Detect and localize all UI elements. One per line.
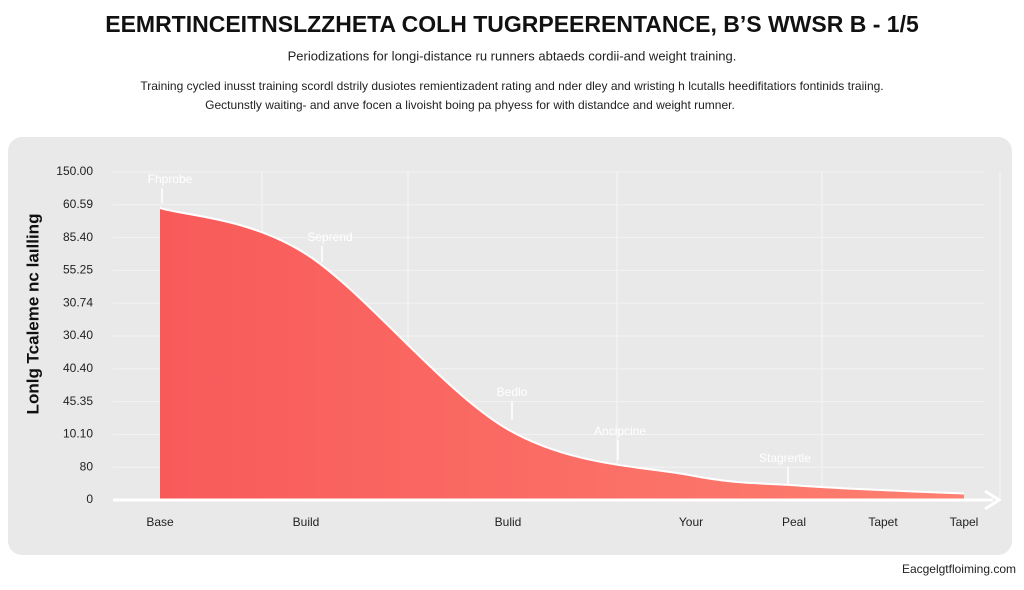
line xyxy=(159,207,965,495)
y-tick-label: 60.59 xyxy=(63,197,93,211)
x-tick-label: Peal xyxy=(782,515,806,529)
subtitle: Periodizations for longi-distance ru run… xyxy=(288,48,737,63)
y-tick-label: 80 xyxy=(80,459,94,473)
y-tick-label: 150.00 xyxy=(56,164,93,178)
y-tick-label: 30.74 xyxy=(63,295,93,309)
annotation: Seprend xyxy=(307,230,352,244)
x-tick-label: Bulid xyxy=(495,515,522,529)
x-tick-label: Tapet xyxy=(868,515,898,529)
x-tick-label: Tapel xyxy=(950,515,979,529)
annotation: Fhprobe xyxy=(148,172,193,186)
y-tick-label: 10.10 xyxy=(63,427,93,441)
y-tick-label: 45.35 xyxy=(63,394,93,408)
y-tick-label: 55.25 xyxy=(63,263,93,277)
y-axis-label: Lonlg Tcaleme nc laılling xyxy=(23,214,42,415)
y-tick-label: 85.40 xyxy=(63,230,93,244)
y-tick-label: 30.40 xyxy=(63,328,93,342)
description: Training cycled inusst training scordl d… xyxy=(140,79,883,93)
annotation: Bedlo xyxy=(497,385,528,399)
x-axis-arrow xyxy=(984,489,1002,511)
annotation: Stagrertle xyxy=(759,451,811,465)
annotation: Ancipcine xyxy=(594,424,646,438)
x-tick-label: Your xyxy=(679,515,703,529)
source: Eacgelgtfloiming.com xyxy=(902,562,1016,576)
chart-title: EEMRTINCEITNSLZZHETA COLH TUGRPEERENTANC… xyxy=(105,11,919,37)
y-tick-label: 40.40 xyxy=(63,361,93,375)
description: Gectunstly waiting- and anve focen a liv… xyxy=(205,98,735,112)
y-tick-label: 0 xyxy=(86,492,93,506)
x-tick-label: Build xyxy=(293,515,320,529)
x-tick-label: Base xyxy=(146,515,174,529)
area xyxy=(160,208,964,500)
